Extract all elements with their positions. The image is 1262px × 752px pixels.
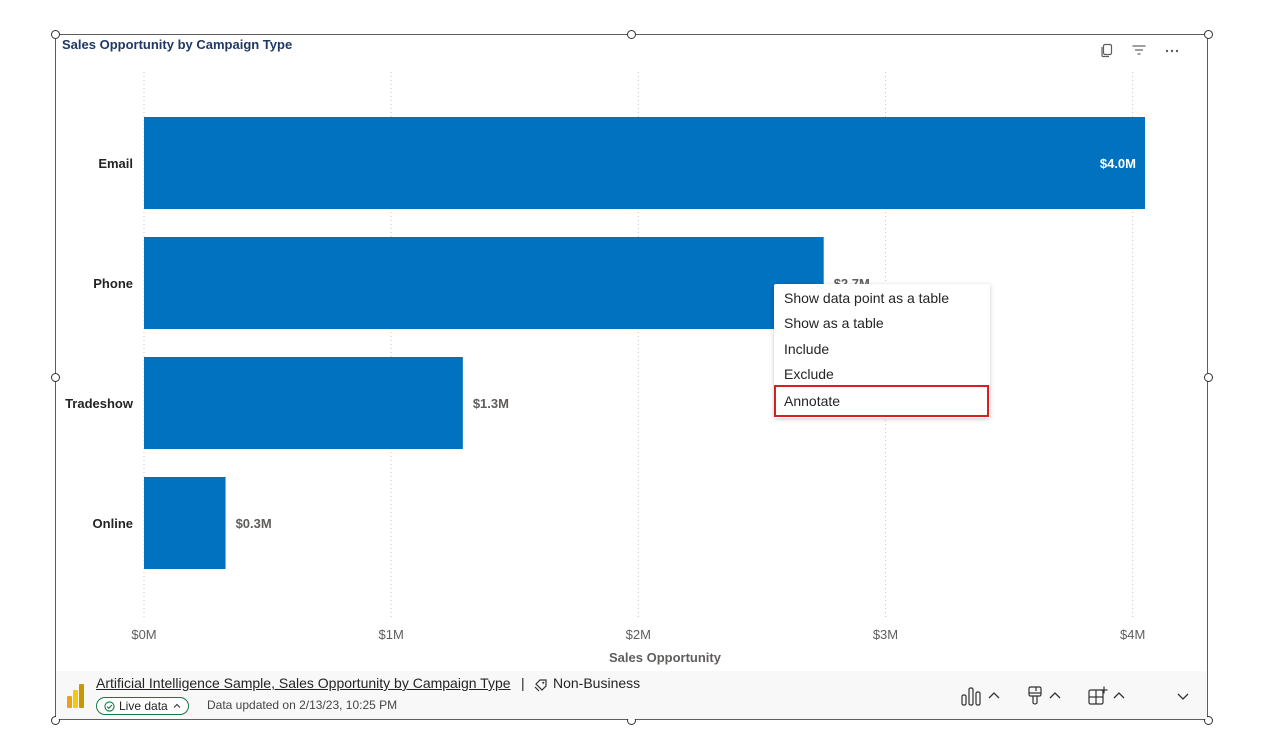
visual-type-icon xyxy=(961,687,981,706)
add-visual-button[interactable] xyxy=(1088,685,1126,707)
chevron-up-icon xyxy=(173,703,181,708)
resize-handle-bottom-left[interactable] xyxy=(51,716,60,725)
x-tick-label: $1M xyxy=(379,627,404,642)
collapse-footer-button[interactable] xyxy=(1176,685,1190,707)
format-visual-button[interactable] xyxy=(1026,685,1062,707)
live-data-label: Live data xyxy=(119,699,168,713)
chevron-up-icon xyxy=(1049,692,1061,699)
format-brush-icon xyxy=(1028,686,1042,705)
visual-type-button[interactable] xyxy=(961,685,1001,707)
bar-online[interactable] xyxy=(144,477,226,569)
category-label: Email xyxy=(98,156,133,171)
visual-footer: Artificial Intelligence Sample, Sales Op… xyxy=(56,671,1207,719)
data-label: $0.3M xyxy=(236,516,272,531)
data-label: $4.0M xyxy=(1100,156,1136,171)
chevron-up-icon xyxy=(1113,692,1125,699)
chevron-down-icon xyxy=(1177,693,1189,700)
add-visual-icon xyxy=(1088,686,1108,705)
resize-handle-right[interactable] xyxy=(1204,373,1213,382)
resize-handle-left[interactable] xyxy=(51,373,60,382)
menu-item-include[interactable]: Include xyxy=(784,341,830,357)
x-tick-label: $3M xyxy=(873,627,898,642)
category-label: Phone xyxy=(93,276,133,291)
category-label: Tradeshow xyxy=(65,396,134,411)
report-title-link[interactable]: Artificial Intelligence Sample, Sales Op… xyxy=(96,675,511,691)
resize-handle-top-right[interactable] xyxy=(1204,30,1213,39)
resize-handle-bottom-right[interactable] xyxy=(1204,716,1213,725)
bar-email[interactable] xyxy=(144,117,1145,209)
menu-item-exclude[interactable]: Exclude xyxy=(784,366,834,382)
data-label: $1.3M xyxy=(473,396,509,411)
resize-handle-top-left[interactable] xyxy=(51,30,60,39)
x-tick-label: $2M xyxy=(626,627,651,642)
data-updated-text: Data updated on 2/13/23, 10:25 PM xyxy=(207,698,398,712)
menu-item-show-data-point-as-table[interactable]: Show data point as a table xyxy=(784,290,950,306)
check-circle-icon xyxy=(104,700,115,712)
live-data-badge[interactable]: Live data xyxy=(96,697,189,715)
filter-icon[interactable] xyxy=(1131,42,1147,58)
sensitivity-label-icon xyxy=(534,679,547,692)
chart-title: Sales Opportunity by Campaign Type xyxy=(62,37,293,52)
sensitivity-label: Non-Business xyxy=(553,675,641,691)
category-label: Online xyxy=(93,516,133,531)
menu-item-annotate[interactable]: Annotate xyxy=(774,385,989,417)
x-tick-label: $0M xyxy=(131,627,156,642)
x-tick-label: $4M xyxy=(1120,627,1145,642)
footer-separator: | xyxy=(521,675,525,691)
menu-item-show-as-table[interactable]: Show as a table xyxy=(784,315,884,331)
context-menu: Show data point as a table Show as a tab… xyxy=(774,284,990,418)
x-axis-title: Sales Opportunity xyxy=(609,650,722,665)
bar-phone[interactable] xyxy=(144,237,824,329)
chart-bars xyxy=(144,117,1145,569)
resize-handle-top[interactable] xyxy=(627,30,636,39)
copy-icon[interactable] xyxy=(1099,42,1115,58)
chevron-up-icon xyxy=(988,692,1000,699)
power-bi-logo xyxy=(67,684,84,708)
more-options-icon[interactable] xyxy=(1164,42,1180,58)
bar-tradeshow[interactable] xyxy=(144,357,463,449)
